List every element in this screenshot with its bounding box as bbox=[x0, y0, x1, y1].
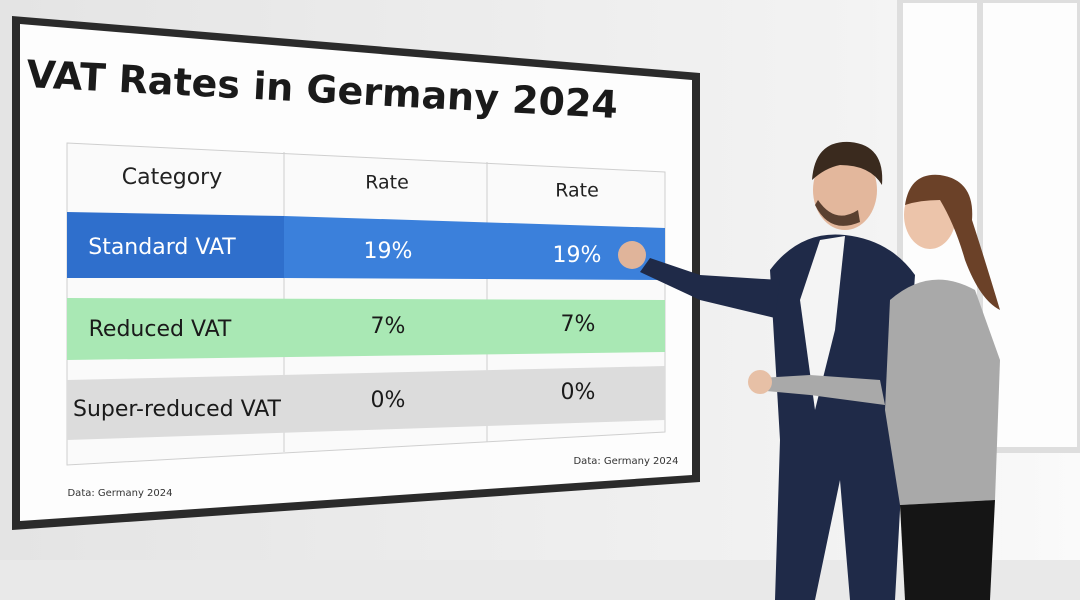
table-cell: 7% bbox=[371, 314, 406, 339]
table-cell: Reduced VAT bbox=[89, 317, 232, 342]
presenter-woman bbox=[748, 174, 1000, 600]
header-cell: Rate bbox=[365, 172, 409, 194]
table bbox=[66, 142, 666, 466]
header-cell: Rate bbox=[555, 180, 599, 202]
table-cell: 19% bbox=[364, 239, 413, 264]
table-cell: 0% bbox=[371, 388, 406, 413]
floor bbox=[0, 560, 1080, 600]
table-cell: Super-reduced VAT bbox=[73, 397, 282, 422]
table-cell: 0% bbox=[561, 380, 596, 405]
header-cell: Category bbox=[122, 165, 223, 190]
footnote: Data: Germany 2024 bbox=[67, 488, 172, 499]
table-cell: Standard VAT bbox=[88, 235, 236, 260]
presenter-man bbox=[618, 141, 915, 600]
footnote: Data: Germany 2024 bbox=[573, 456, 678, 467]
row-band bbox=[67, 212, 284, 278]
table-cell: 7% bbox=[561, 312, 596, 337]
table-cell: 19% bbox=[553, 243, 602, 268]
row-band bbox=[284, 216, 665, 280]
row-band bbox=[67, 298, 665, 360]
row-band bbox=[67, 366, 665, 440]
